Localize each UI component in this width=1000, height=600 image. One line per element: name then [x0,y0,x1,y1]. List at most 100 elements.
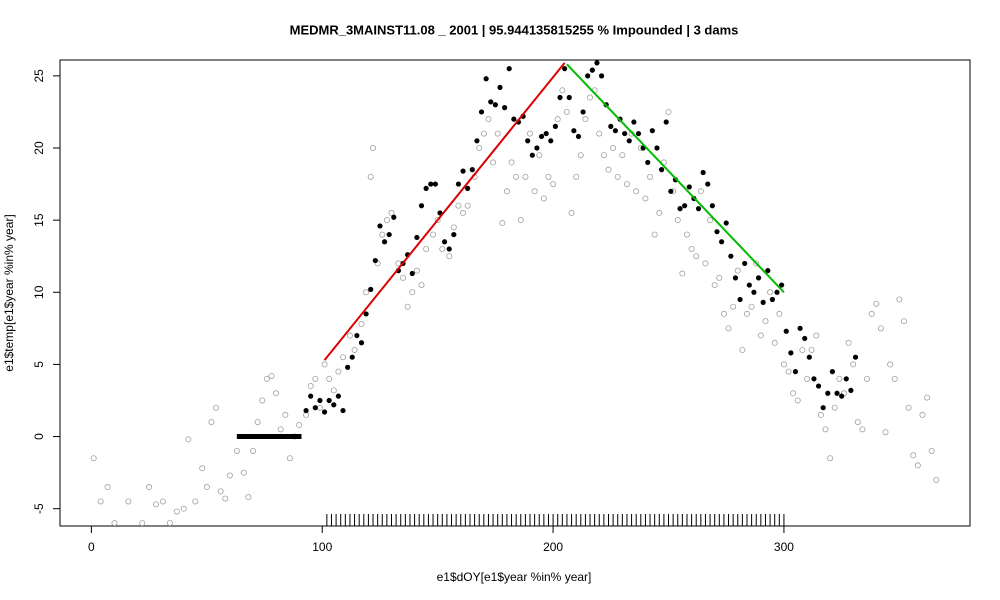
point [476,145,483,152]
point [813,332,820,339]
trend-line [566,63,785,293]
point [562,66,568,72]
point [642,195,649,202]
point [688,245,695,252]
point [474,138,480,144]
point [439,245,446,252]
point [829,369,836,375]
point [788,350,794,356]
point [286,455,293,462]
point [663,119,669,125]
point [450,224,457,231]
point [233,447,240,454]
point [418,282,425,289]
point [503,188,510,195]
point [483,76,489,82]
point [711,282,718,289]
point [240,469,247,476]
point [455,202,462,209]
point [679,270,686,277]
point [346,332,353,339]
point [757,332,764,339]
y-axis-label: e1$temp[e1$year %in% year] [2,214,16,371]
point [891,375,898,382]
point [686,184,692,190]
point [683,231,690,238]
point [677,206,683,212]
point [585,73,591,79]
point [506,66,512,72]
chart-title: MEDMR_3MAINST11.08 _ 2001 | 95.944135815… [290,22,739,37]
point [748,303,755,310]
point [185,436,192,443]
point [594,60,600,66]
point [517,217,524,224]
point [534,145,540,151]
point [522,173,529,180]
point [633,188,640,195]
point [760,299,766,305]
point [254,419,261,426]
point [548,138,554,144]
point [700,169,706,176]
point [873,300,880,307]
point [464,202,471,209]
point [582,116,589,123]
point [492,102,498,108]
point [203,484,210,491]
point [418,203,425,209]
point [854,419,861,426]
point [446,246,452,252]
trend-line [323,62,566,361]
point [779,282,785,288]
point [905,404,912,411]
point [213,404,220,411]
point [490,159,497,166]
point [388,209,395,216]
point [379,231,386,238]
x-axis-label: e1$dOY[e1$year %in% year] [437,570,592,584]
point [668,188,674,194]
point [139,520,146,527]
point [600,152,607,159]
point [580,109,586,115]
point [596,130,603,137]
point [508,159,515,166]
point [404,303,411,310]
point [933,476,940,483]
point [836,375,843,382]
point [249,447,256,454]
point [723,220,729,226]
point [697,188,704,195]
point [531,188,538,195]
point [527,130,534,137]
point [391,214,397,220]
point [843,376,849,382]
point [730,303,737,310]
point [321,409,328,415]
x-tick-label: 0 [88,540,95,554]
point [312,375,319,382]
point [619,152,626,159]
point [469,167,475,173]
point [268,372,275,379]
point [792,369,799,375]
point [568,209,575,216]
point [802,335,808,342]
point [563,108,570,115]
point [192,498,199,505]
point [815,383,822,389]
point [540,195,547,202]
point [605,166,612,173]
point [259,397,266,404]
point [434,217,441,224]
point [409,289,416,296]
point [180,505,187,512]
point [330,387,337,394]
point [525,138,531,144]
point [765,268,771,274]
point [635,130,642,137]
point [245,494,252,501]
point [345,364,351,370]
